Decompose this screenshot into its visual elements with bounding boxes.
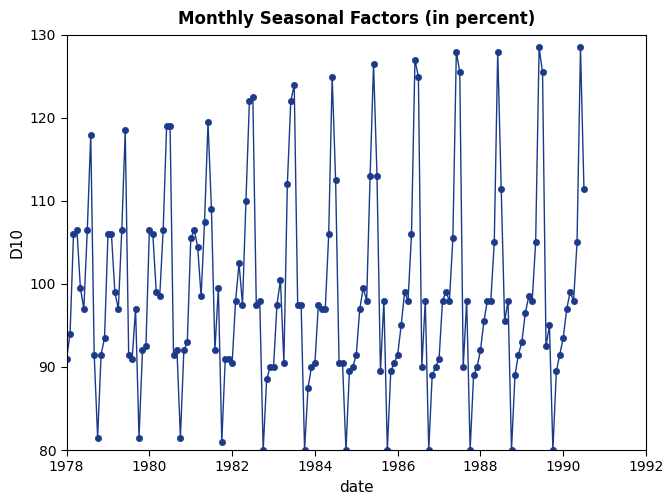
- Y-axis label: D10: D10: [9, 227, 24, 258]
- Title: Monthly Seasonal Factors (in percent): Monthly Seasonal Factors (in percent): [178, 10, 535, 28]
- X-axis label: date: date: [339, 480, 374, 495]
